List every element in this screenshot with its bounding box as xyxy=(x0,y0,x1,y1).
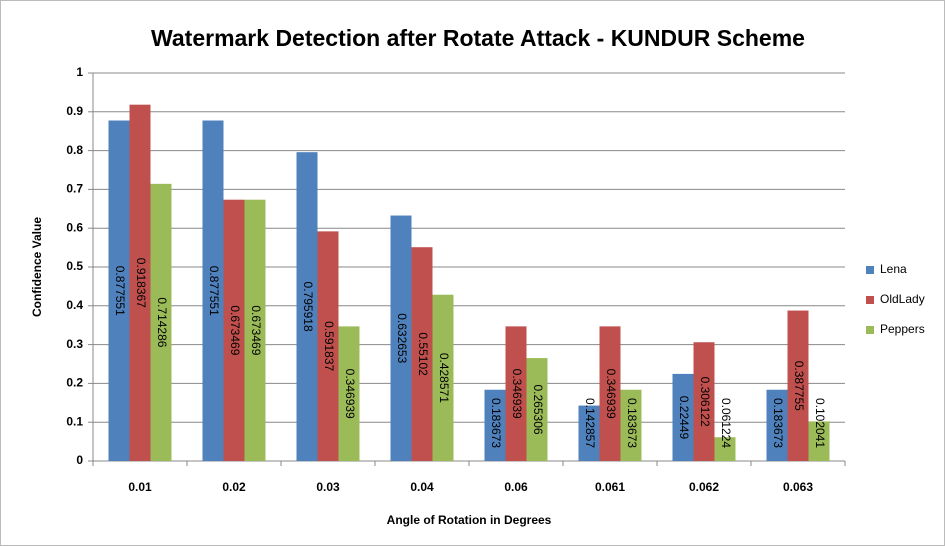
bar xyxy=(432,294,454,461)
y-tick-label: 0.3 xyxy=(66,337,83,351)
x-tick-label: 0.01 xyxy=(128,480,152,494)
data-label: 0.346939 xyxy=(343,369,357,419)
y-tick-label: 0 xyxy=(76,453,83,467)
y-tick-label: 0.7 xyxy=(66,182,83,196)
y-tick-label: 0.9 xyxy=(66,104,83,118)
x-tick-label: 0.04 xyxy=(410,480,434,494)
x-tick-label: 0.063 xyxy=(783,480,813,494)
bar xyxy=(317,231,339,461)
data-label: 0.55102 xyxy=(416,332,430,376)
bar xyxy=(672,373,694,461)
data-label: 0.142857 xyxy=(583,398,597,448)
data-label: 0.183673 xyxy=(489,398,503,448)
data-label: 0.346939 xyxy=(510,369,524,419)
legend-swatch xyxy=(866,266,874,274)
y-tick-label: 0.8 xyxy=(66,143,83,157)
data-label: 0.632653 xyxy=(395,313,409,363)
x-axis-title: Angle of Rotation in Degrees xyxy=(387,513,552,527)
bar xyxy=(505,326,527,461)
legend-label: Lena xyxy=(880,262,907,276)
x-tick-label: 0.02 xyxy=(222,480,246,494)
bar xyxy=(202,120,224,461)
data-label: 0.061224 xyxy=(719,398,733,448)
bar xyxy=(599,326,621,461)
x-tick-label: 0.062 xyxy=(689,480,719,494)
y-tick-label: 0.6 xyxy=(66,220,83,234)
y-axis-title: Confidence Value xyxy=(30,217,44,317)
y-tick-label: 0.4 xyxy=(66,298,83,312)
bar xyxy=(296,152,318,461)
x-tick-label: 0.03 xyxy=(316,480,340,494)
bar xyxy=(620,389,642,461)
data-label: 0.306122 xyxy=(698,377,712,427)
y-tick-label: 0.2 xyxy=(66,376,83,390)
bar xyxy=(484,389,506,461)
bar xyxy=(766,389,788,461)
data-label: 0.183673 xyxy=(625,398,639,448)
bar xyxy=(808,421,830,461)
data-label: 0.387755 xyxy=(792,361,806,411)
data-label: 0.918367 xyxy=(134,258,148,308)
chart-title: Watermark Detection after Rotate Attack … xyxy=(151,25,805,51)
bar xyxy=(150,183,172,461)
legend-label: OldLady xyxy=(880,292,925,306)
bar xyxy=(787,310,809,461)
bar xyxy=(129,104,151,461)
data-label: 0.591837 xyxy=(322,321,336,371)
bar xyxy=(578,405,600,461)
y-tick-label: 0.1 xyxy=(66,414,83,428)
bar xyxy=(244,199,266,461)
bar xyxy=(338,326,360,461)
data-label: 0.346939 xyxy=(604,369,618,419)
legend-swatch xyxy=(866,296,874,304)
legend-label: Peppers xyxy=(880,322,925,336)
bar xyxy=(390,215,412,461)
bar xyxy=(223,199,245,461)
bar xyxy=(714,437,736,461)
data-label: 0.428571 xyxy=(437,353,451,403)
data-label: 0.795918 xyxy=(301,282,315,332)
data-label: 0.265306 xyxy=(531,384,545,434)
data-label: 0.714286 xyxy=(155,297,169,347)
data-label: 0.877551 xyxy=(207,266,221,316)
bar xyxy=(108,120,130,461)
bar xyxy=(411,247,433,461)
data-label: 0.877551 xyxy=(113,266,127,316)
legend-swatch xyxy=(866,326,874,334)
y-tick-label: 1 xyxy=(76,65,83,79)
x-tick-label: 0.061 xyxy=(595,480,625,494)
data-label: 0.183673 xyxy=(771,398,785,448)
bar xyxy=(693,342,715,461)
bar xyxy=(526,358,548,461)
x-tick-label: 0.06 xyxy=(504,480,528,494)
data-label: 0.673469 xyxy=(249,305,263,355)
data-label: 0.22449 xyxy=(677,396,691,440)
data-label: 0.673469 xyxy=(228,305,242,355)
data-label: 0.102041 xyxy=(813,398,827,448)
y-tick-label: 0.5 xyxy=(66,259,83,273)
